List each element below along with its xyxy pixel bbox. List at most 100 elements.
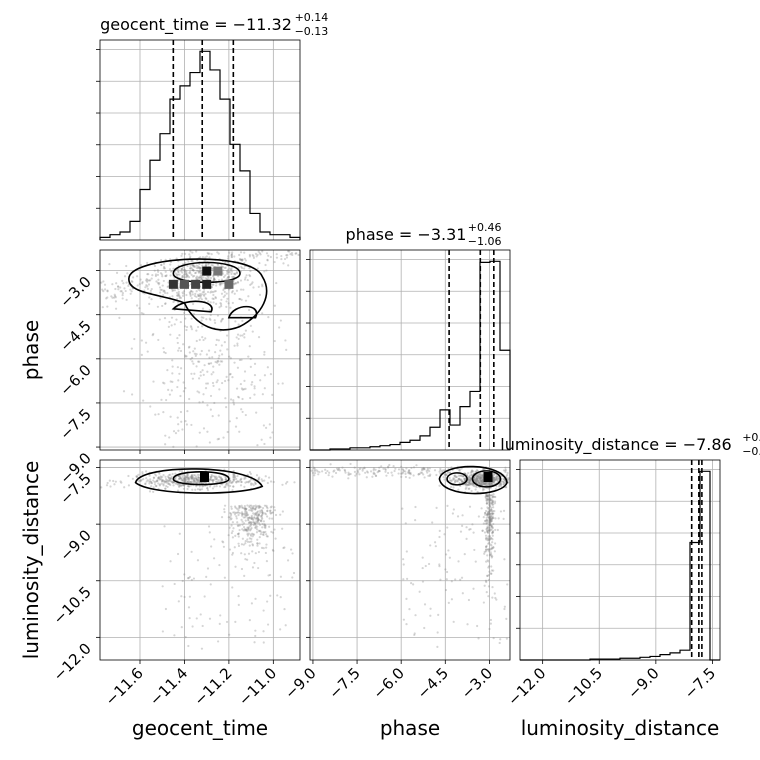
sample-point (190, 259, 193, 263)
sample-point (232, 401, 235, 404)
sample-point (189, 255, 192, 258)
sample-point (486, 498, 490, 501)
sample-point (136, 284, 139, 287)
sample-point (178, 483, 181, 487)
sample-point (197, 288, 200, 291)
sample-point (260, 514, 263, 517)
sample-point (233, 344, 236, 347)
sample-point (248, 505, 251, 509)
sample-point (245, 510, 248, 513)
sample-point (214, 477, 217, 480)
sample-point (491, 512, 494, 515)
sample-point (450, 580, 453, 583)
sample-point (484, 481, 487, 484)
sample-point (486, 506, 489, 509)
sample-point (495, 598, 498, 601)
sample-point (243, 553, 246, 556)
sample-point (246, 540, 249, 543)
sample-point (171, 359, 174, 362)
sample-point (426, 468, 429, 471)
sample-point (333, 469, 336, 472)
sample-point (155, 484, 158, 488)
sample-point (487, 541, 491, 544)
sample-point (493, 495, 496, 498)
sample-point (225, 620, 229, 624)
sample-point (159, 296, 162, 300)
sample-point (156, 305, 160, 308)
sample-point (238, 297, 241, 301)
sample-point (484, 522, 487, 525)
sample-point (256, 511, 259, 514)
sample-point (269, 511, 272, 514)
hist-bar (160, 134, 170, 240)
sample-point (179, 476, 182, 479)
sample-point (488, 534, 491, 538)
sample-point (152, 380, 155, 383)
sample-point (462, 475, 465, 478)
sample-point (235, 481, 238, 484)
sample-point (270, 406, 273, 409)
sample-point (485, 509, 488, 513)
sample-point (423, 476, 426, 479)
sample-point (265, 269, 268, 272)
sample-point (252, 533, 255, 536)
sample-point (198, 270, 201, 273)
sample-point (486, 482, 489, 485)
sample-point (232, 478, 235, 482)
sample-point (400, 472, 403, 475)
sample-point (214, 321, 217, 324)
sample-point (211, 267, 214, 271)
sample-point (136, 304, 139, 307)
sample-point (188, 617, 191, 620)
sample-point (258, 542, 261, 545)
sample-point (249, 509, 253, 512)
sample-point (105, 484, 109, 487)
sample-point (420, 469, 424, 472)
sample-point (492, 499, 495, 502)
sample-point (237, 504, 241, 508)
sample-point (478, 481, 481, 484)
sample-point (230, 268, 233, 271)
sample-point (227, 516, 230, 519)
sample-point (254, 504, 257, 507)
sample-point (494, 479, 497, 482)
sample-point (480, 478, 483, 481)
sample-point (199, 270, 203, 273)
sample-point (190, 267, 193, 270)
sample-point (112, 479, 115, 483)
sample-point (499, 638, 502, 641)
sample-point (211, 487, 215, 490)
sample-point (480, 479, 483, 483)
sample-point (154, 485, 158, 488)
sample-point (137, 473, 140, 476)
hist-bar (670, 653, 680, 660)
sample-point (492, 637, 495, 640)
sample-point (488, 518, 491, 521)
sample-point (233, 546, 236, 549)
sample-point (198, 478, 201, 482)
sample-point (217, 414, 220, 417)
sample-point (248, 509, 251, 512)
sample-point (220, 353, 224, 356)
sample-point (474, 479, 477, 482)
sample-point (242, 525, 246, 529)
sample-point (412, 466, 416, 469)
sample-point (199, 296, 202, 299)
sample-point (249, 357, 252, 361)
sample-point (215, 284, 218, 287)
sample-point (163, 290, 166, 293)
sample-point (487, 550, 490, 553)
sample-point (191, 268, 194, 271)
sample-point (237, 603, 240, 607)
sample-point (248, 504, 251, 507)
sample-point (176, 336, 179, 340)
sample-point (332, 470, 335, 473)
sample-point (471, 482, 474, 486)
sample-point (184, 477, 187, 480)
sample-point (405, 623, 408, 626)
sample-point (189, 480, 192, 484)
sample-point (226, 271, 229, 274)
sample-point (488, 538, 491, 541)
sample-point (183, 479, 186, 482)
sample-point (154, 274, 157, 278)
